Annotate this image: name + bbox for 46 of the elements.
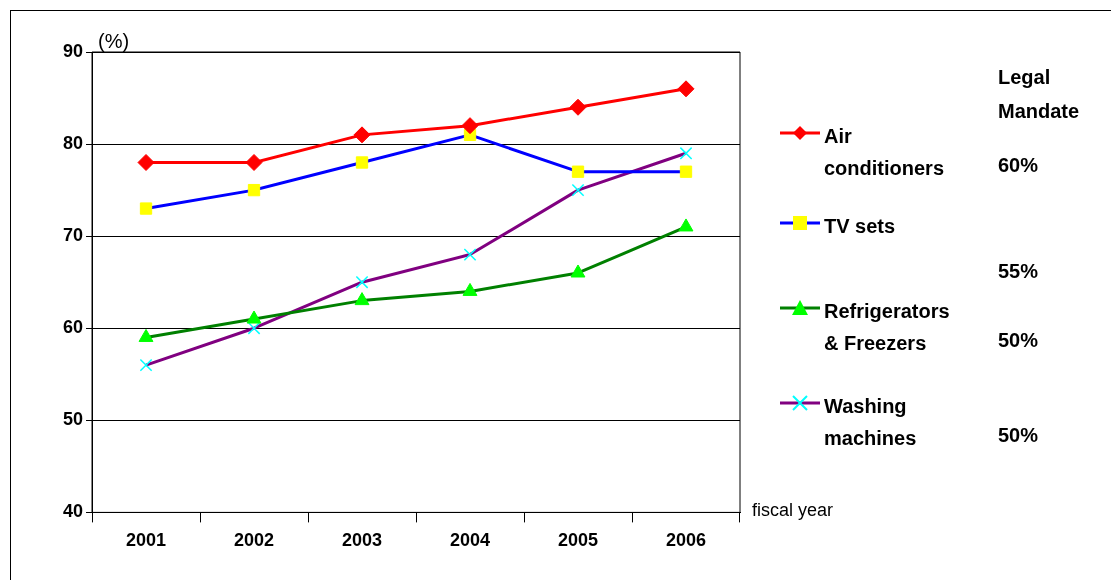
legend-label: TV sets [824,214,897,239]
point [246,310,262,324]
text: 50% [998,424,1039,447]
point [679,146,693,160]
point [678,218,694,232]
point [571,165,585,178]
legend-label: Washing machines [824,394,918,451]
x-tick-label: 2004 [449,530,491,551]
point [355,275,369,289]
x-axis-title: fiscal year [752,500,834,521]
y-tick-label: 70 [62,225,84,246]
point [137,154,155,171]
text: 55% [998,260,1039,283]
y-tick-label: 50 [62,409,84,430]
point [139,358,153,372]
point [679,165,693,178]
point [571,183,585,197]
y-tick-label: 40 [62,501,84,522]
x-tick-label: 2005 [557,530,599,551]
point [461,117,479,135]
y-tick-label: 80 [62,133,84,154]
point [569,98,587,116]
y-tick-label: 90 [62,40,84,61]
point [354,292,370,306]
x-tick-label: 2003 [341,530,383,551]
point [138,328,154,342]
point [247,183,261,197]
point [677,80,695,98]
text: 50% [998,329,1039,352]
point [355,156,369,169]
legend-label: Refrigerators & Freezers [824,299,951,356]
point [245,154,263,171]
point [570,264,586,278]
x-tick-label: 2006 [665,530,707,551]
x-tick-label: 2001 [126,530,167,551]
y-tick-label: 60 [62,317,84,338]
y-axis-title: (%) [98,30,130,53]
point [139,202,153,215]
point [463,248,477,261]
text: Legal Mandate [998,65,1081,124]
text: 60% [998,154,1039,177]
x-tick-label: 2002 [233,530,275,551]
point [247,321,261,335]
legend-label: Air conditioners [824,124,945,181]
point [462,282,478,296]
point [353,126,371,144]
